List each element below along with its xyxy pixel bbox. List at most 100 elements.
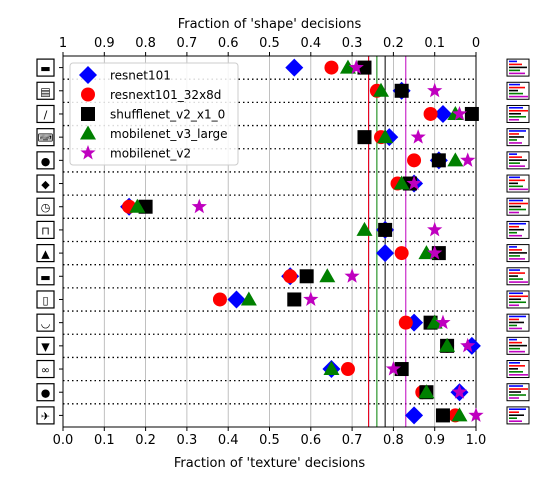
icon-glyph: ◷ [41, 201, 51, 214]
thumbnail-bar [509, 350, 525, 353]
legend-item-resnet101: resnet101 [79, 66, 171, 84]
icon-glyph: ✈ [41, 410, 50, 423]
data-point-mobilenet-v3-large-car [319, 268, 336, 283]
icon-glyph: ◆ [41, 178, 50, 191]
legend-label: mobilenet_v3_large [110, 127, 228, 141]
data-point-shufflenet-v2-x1-0-bicycle [394, 362, 409, 377]
row-thumbnail-elephant [506, 151, 530, 170]
bottle-icon: ▯ [36, 290, 55, 309]
data-point-mobilenet-v3-large-chair [356, 221, 373, 236]
thumbnail-bar [509, 368, 518, 370]
row-thumbnail-chair [506, 220, 530, 239]
thumbnail-bar [509, 324, 517, 327]
icon-frame [36, 104, 55, 124]
data-point-resnet101-cat [376, 244, 395, 263]
mean-lines-layer [368, 56, 407, 427]
icon-glyph: ◡ [41, 317, 51, 330]
thumbnail-bar [509, 385, 523, 387]
icon-glyph: ⌨ [38, 132, 54, 145]
thumbnail-bar [509, 292, 523, 295]
row-thumbnail-boat [506, 313, 530, 332]
data-point-shufflenet-v2-x1-0-oven [394, 83, 409, 98]
thumbnail-bar [509, 246, 517, 248]
thumbnail-bar [509, 176, 520, 179]
thumbnail-bar [509, 89, 518, 92]
thumbnail-bar [509, 185, 523, 188]
row-thumbnail-dog [506, 174, 530, 193]
data-point-mobilenet-v3-large-truck [339, 59, 356, 74]
data-point-resnext101-32x8d-bottle [212, 292, 227, 307]
row-thumbnail-knife [506, 104, 530, 123]
legend-label: resnet101 [110, 69, 171, 83]
legend-item-mobilenet-v2: mobilenet_v2 [80, 145, 191, 161]
row-thumbnail-bottle [506, 290, 530, 309]
data-point-mobilenet-v3-large-cat [418, 245, 435, 260]
thumbnail-bar [509, 112, 521, 115]
data-point-mobilenet-v2-clock [191, 198, 207, 214]
icon-frame [36, 336, 55, 355]
data-point-resnext101-32x8d-car [283, 269, 298, 284]
icon-frame [36, 128, 55, 147]
legend-label: shufflenet_v2_x1_0 [110, 108, 225, 122]
icon-glyph: ▯ [42, 294, 48, 307]
icon-frame [36, 58, 55, 77]
data-point-shufflenet-v2-x1-0-bottle [287, 292, 302, 307]
x-tick-label-top: 0.8 [135, 36, 156, 51]
thumbnail-bar [509, 408, 526, 411]
thumbnail-bar [509, 188, 528, 191]
thumbnail-bar [509, 420, 522, 423]
icon-frame [36, 81, 55, 100]
data-points-layer [120, 58, 484, 425]
data-point-mobilenet-v2-boat [435, 314, 451, 330]
x-tick-label-top: 1 [59, 36, 67, 51]
bird-icon: ▼ [36, 336, 55, 355]
thumbnail-bar [509, 272, 525, 274]
data-point-mobilenet-v2-oven [427, 82, 443, 98]
thumbnail-bar [509, 182, 518, 185]
thumbnail-bar [509, 344, 527, 347]
thumbnail-bar [509, 338, 517, 341]
data-point-mobilenet-v3-large-oven [373, 82, 390, 97]
x-tick-label-bottom: 0.0 [53, 433, 74, 448]
icon-glyph: ▬ [40, 271, 50, 284]
thumbnail-bar [509, 234, 522, 237]
row-thumbnail-truck [506, 58, 530, 77]
thumbnail-bar [509, 394, 526, 396]
icon-frame [36, 383, 55, 402]
thumbnail-bar [509, 298, 521, 301]
thumbnail-bar [509, 258, 525, 260]
thumbnail-bar [509, 199, 523, 202]
thumbnail-bar [509, 83, 520, 86]
icon-glyph: ∞ [41, 364, 50, 377]
knife-icon: ∕ [36, 104, 55, 124]
thumbnail-bar [509, 388, 528, 390]
data-point-shufflenet-v2-x1-0-keyboard [357, 130, 372, 145]
x-tick-label-bottom: 0.3 [177, 433, 198, 448]
boat-icon: ◡ [36, 313, 55, 332]
data-point-mobilenet-v3-large-boat [426, 314, 443, 329]
data-point-mobilenet-v2-bear [451, 384, 468, 399]
thumbnail-bar [509, 255, 520, 257]
icon-frame [36, 313, 55, 332]
icon-frame [36, 220, 55, 240]
data-point-shufflenet-v2-x1-0-chair [378, 222, 393, 237]
thumbnail-bar [509, 115, 526, 118]
thumbnail-bar [509, 95, 528, 98]
thumbnail-bar [509, 278, 523, 280]
row-thumbnail-bird [506, 336, 530, 355]
thumbnail-bar [509, 72, 525, 75]
data-point-mobilenet-v2-dog [406, 175, 422, 190]
data-point-mobilenet-v2-car [344, 268, 360, 283]
oven-icon: ▤ [36, 81, 55, 100]
thumbnail-bar [509, 208, 526, 211]
data-point-mobilenet-v2-truck [348, 59, 364, 75]
elephant-icon: ● [36, 151, 55, 170]
thumbnail-bar [509, 66, 527, 69]
row-thumbnails-layer [506, 58, 530, 425]
data-point-mobilenet-v3-large-clock [129, 198, 146, 213]
airplane-icon: ✈ [36, 406, 55, 425]
legend-item-mobilenet-v3-large: mobilenet_v3_large [80, 125, 228, 141]
x-axis-label-bottom: Fraction of 'texture' decisions [174, 456, 366, 471]
icon-glyph: ▤ [40, 85, 50, 98]
data-point-mobilenet-v2-keyboard [410, 129, 426, 144]
